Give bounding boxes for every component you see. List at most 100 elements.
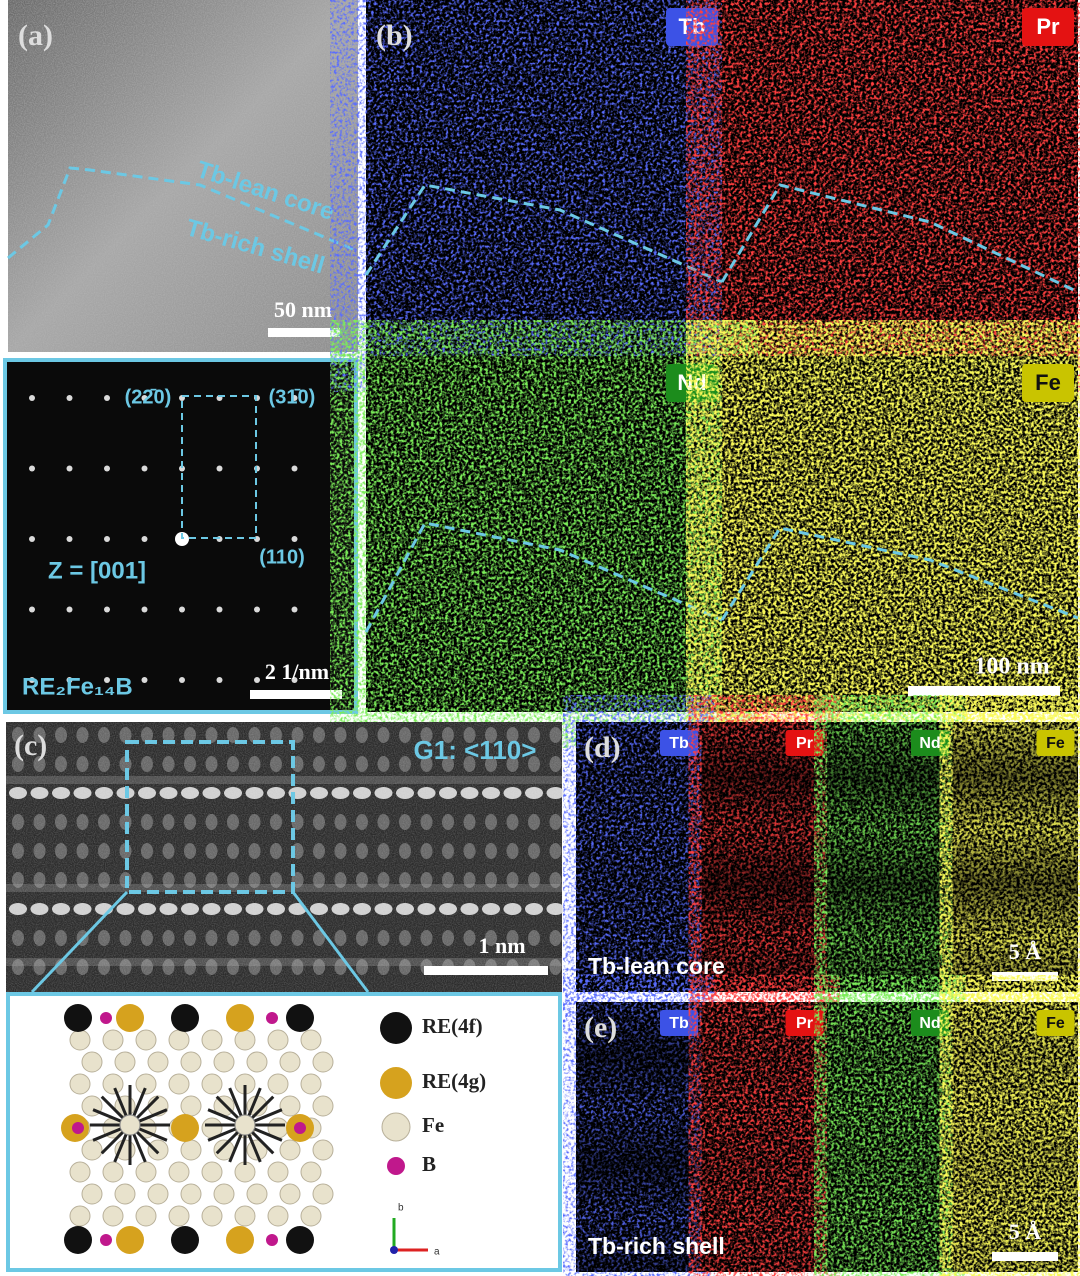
fe-atom (234, 1029, 256, 1051)
legend-marker (387, 1157, 405, 1175)
fe-atom (168, 1073, 190, 1095)
b-atom (266, 1012, 278, 1024)
fe-atom (180, 1139, 202, 1161)
b-atom (266, 1234, 278, 1246)
legend-marker (380, 1067, 412, 1099)
element-label: Tb (669, 1015, 689, 1032)
scale-bar (424, 966, 548, 975)
diffraction-spot (66, 606, 73, 613)
element-tag (1022, 364, 1074, 402)
fe-atom (312, 1139, 334, 1161)
element-tag (666, 8, 718, 46)
diffraction-spot (66, 677, 73, 683)
fe-atom (119, 1114, 141, 1136)
diffraction-spot (104, 606, 110, 613)
region-label: Tb-rich shell (588, 1233, 725, 1259)
fe-atom (114, 1051, 136, 1073)
spot-index: (31̄0) (269, 386, 316, 408)
b-atom (294, 1122, 306, 1134)
fe-atom (69, 1161, 91, 1183)
diffraction-spot (141, 677, 148, 683)
axis-label: a (434, 1247, 440, 1258)
diffraction-spot (179, 677, 185, 683)
fe-atom (168, 1205, 190, 1227)
re4g-atom (116, 1004, 144, 1032)
diffraction-spot (29, 465, 35, 472)
fe-atom (267, 1205, 289, 1227)
fe-atom (102, 1205, 124, 1227)
fe-atom (300, 1029, 322, 1051)
element-label: Fe (1046, 735, 1065, 752)
fe-atom (102, 1073, 124, 1095)
legend-label: B (422, 1152, 436, 1176)
fe-atom (69, 1029, 91, 1051)
diffraction-spot (141, 536, 148, 542)
orientation: G1: <110> (414, 735, 537, 765)
diffraction-spot (141, 395, 148, 401)
scale-bar (992, 972, 1058, 981)
fe-atom (201, 1161, 223, 1183)
re4g-atom (171, 1114, 199, 1142)
axis-origin (390, 1246, 398, 1254)
element-strips: Tb Pr Nd Fe (d) Tb-lean core 5 Å Tb Pr Nd Fe (e) Tb-… (576, 722, 1078, 1272)
zoom-box (125, 740, 295, 894)
element-tag (785, 730, 824, 756)
fe-atom (279, 1051, 301, 1073)
fe-atom (300, 1073, 322, 1095)
re4f-atom (171, 1226, 199, 1254)
fe-atom (135, 1161, 157, 1183)
element-label: Pr (1036, 14, 1060, 39)
element-map (366, 356, 722, 712)
fe-atom (102, 1161, 124, 1183)
element-tag (785, 1010, 824, 1036)
diffraction-spot (179, 465, 185, 472)
element-label: Fe (1035, 370, 1061, 395)
element-label: Nd (919, 735, 940, 752)
fe-atom (180, 1051, 202, 1073)
diffraction-spot (66, 395, 73, 401)
fe-atom (279, 1183, 301, 1205)
diffraction-spot (104, 536, 110, 542)
element-label: Nd (677, 370, 706, 395)
element-tag (911, 730, 949, 756)
diffraction-spot (254, 677, 260, 683)
fe-atom (267, 1073, 289, 1095)
diffraction-spot (216, 606, 223, 613)
fe-atom (300, 1161, 322, 1183)
legend-marker (380, 1012, 412, 1044)
element-tag (1022, 8, 1074, 46)
fe-atom (69, 1073, 91, 1095)
re4f-atom (286, 1226, 314, 1254)
diffraction-spot (104, 465, 110, 472)
element-tag (660, 730, 698, 756)
diffraction-spot (29, 395, 35, 401)
diffraction-spot (291, 536, 298, 542)
element-map (366, 0, 722, 356)
fe-atom (135, 1205, 157, 1227)
fe-atom (312, 1183, 334, 1205)
element-tag (666, 364, 718, 402)
b-atom (100, 1234, 112, 1246)
intensity-bands (952, 722, 1078, 992)
intensity-bands (576, 722, 702, 992)
element-label: Pr (796, 1015, 813, 1032)
diffraction-spot (254, 606, 260, 613)
re4f-atom (171, 1004, 199, 1032)
diffraction-spot (104, 677, 110, 683)
diffraction-spot (291, 395, 298, 401)
scale-bar-label: 5 Å (1009, 1219, 1042, 1244)
boundary-line (364, 183, 723, 284)
scale-bar (992, 1252, 1058, 1261)
diffraction-spot (29, 677, 35, 683)
element-label: Nd (919, 1015, 940, 1032)
fe-atom (147, 1183, 169, 1205)
diffraction-spot (291, 677, 298, 683)
element-map (722, 0, 1078, 356)
crystal-structure (61, 1004, 334, 1254)
intensity-bands (701, 1002, 827, 1272)
zone-axis: Z = [001] (48, 557, 146, 584)
fe-atom (234, 1205, 256, 1227)
axis-label: b (398, 1203, 404, 1214)
fe-atom (81, 1183, 103, 1205)
